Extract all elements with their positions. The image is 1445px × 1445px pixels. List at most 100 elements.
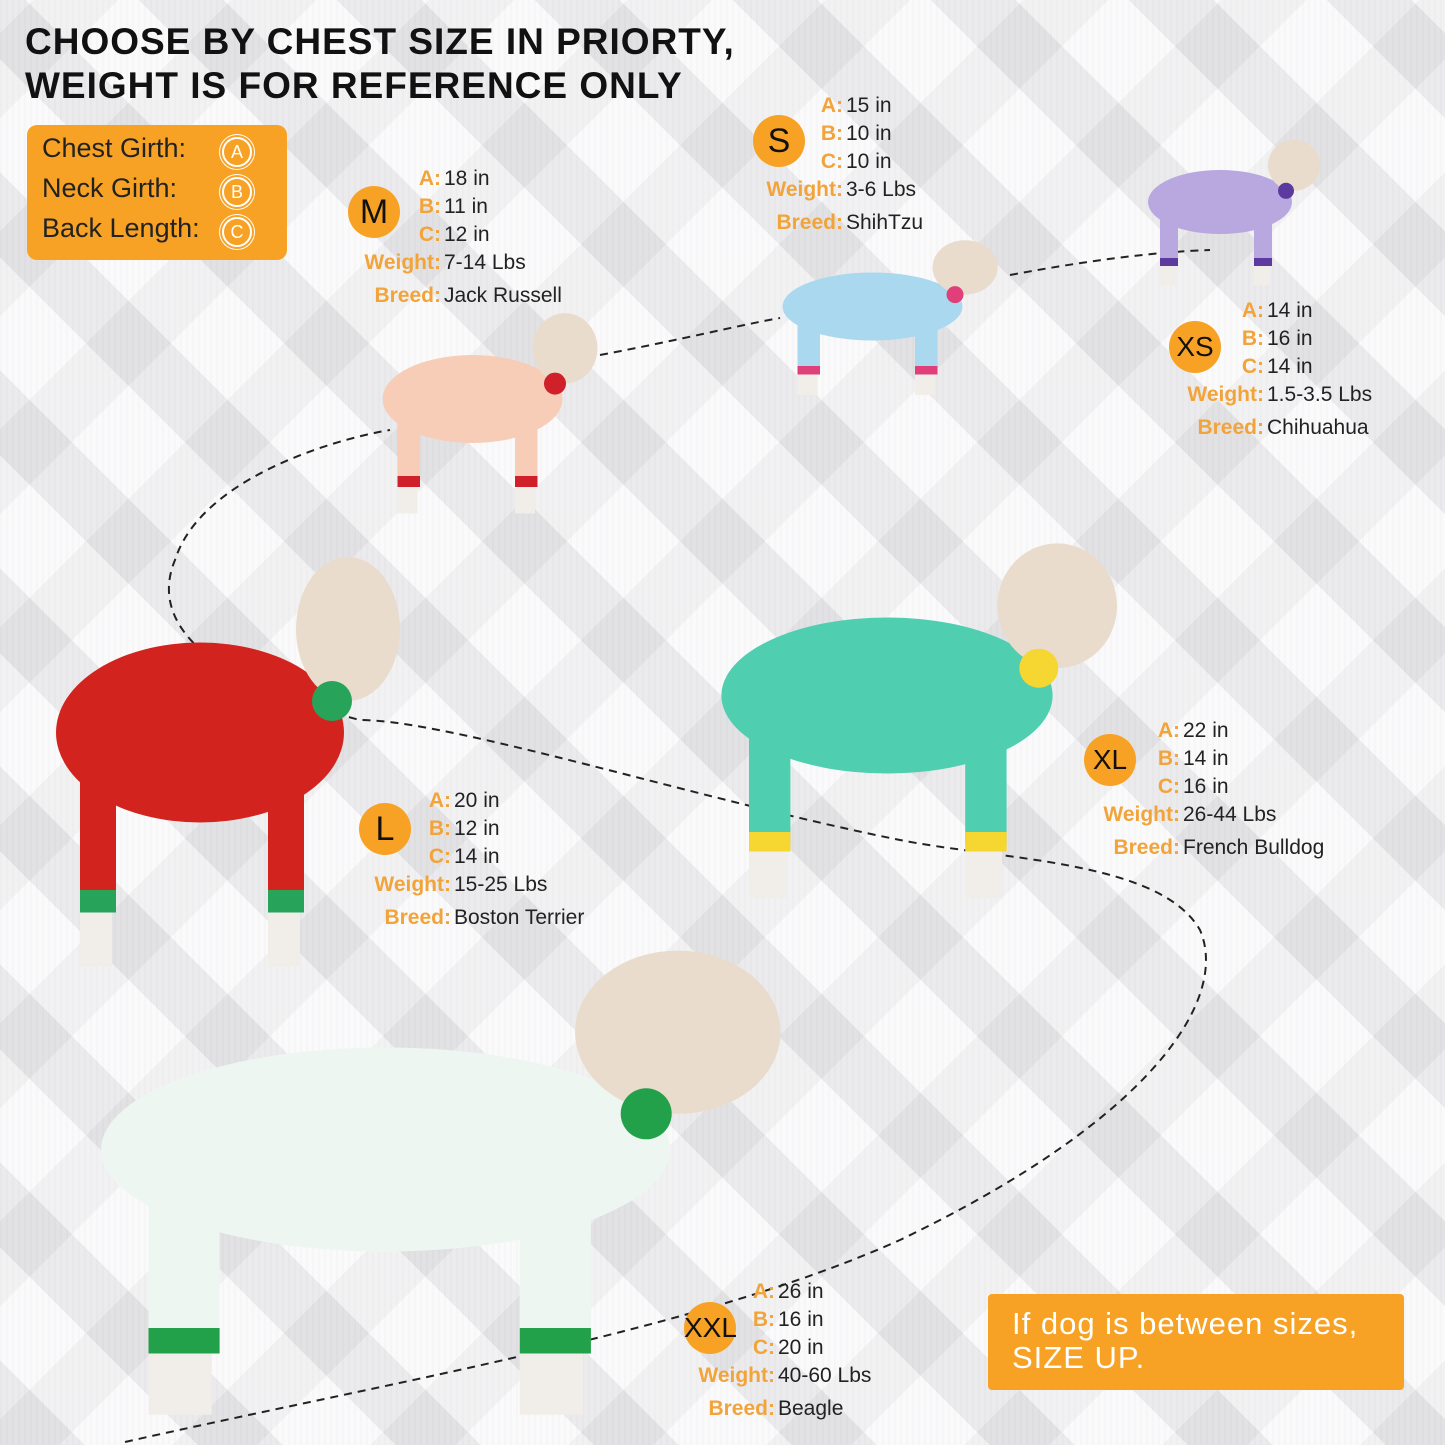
size-badge-l: L [359, 803, 411, 855]
spec-row-b: B: 14 in [1082, 747, 1229, 771]
spec-value: 14 in [1183, 747, 1229, 770]
spec-value: 10 in [846, 122, 892, 145]
spec-value: 14 in [1267, 355, 1313, 378]
spec-label: C: [820, 150, 843, 173]
size-badge-xxl: XXL [684, 1302, 737, 1354]
dog-pajama-icon [56, 557, 400, 967]
spec-value: 1.5-3.5 Lbs [1267, 383, 1373, 406]
spec-row-weight: Weight: 3-6 Lbs [745, 178, 916, 202]
spec-label: A: [418, 167, 441, 190]
size-badge-xs: XS [1169, 321, 1221, 373]
spec-label: A: [752, 1280, 775, 1303]
spec-value: 16 in [1267, 327, 1313, 350]
spec-label: B: [418, 195, 441, 218]
spec-row-b: B: 16 in [677, 1308, 824, 1332]
spec-label: B: [752, 1308, 775, 1331]
legend-chest: Chest Girth: [42, 133, 186, 164]
spec-label: Breed: [374, 284, 441, 307]
dog-photo-xs [1130, 130, 1330, 290]
spec-row-b: B: 16 in [1166, 327, 1313, 351]
spec-row-weight: Weight: 26-44 Lbs [1082, 803, 1276, 827]
spec-row-c: C: 14 in [353, 845, 500, 869]
size-up-note: If dog is between sizes, SIZE UP. [988, 1294, 1404, 1390]
page-title: CHOOSE BY CHEST SIZE IN PRIORTY, WEIGHT … [25, 20, 735, 108]
spec-row-a: A: 15 in [745, 94, 892, 118]
spec-label: Weight: [364, 251, 441, 274]
spec-value: Jack Russell [444, 284, 562, 307]
spec-value: 20 in [778, 1336, 824, 1359]
spec-row-breed: Breed: Beagle [677, 1397, 843, 1421]
spec-row-breed: Breed: ShihTzu [745, 211, 923, 235]
spec-label: Breed: [776, 211, 843, 234]
spec-label: Weight: [374, 873, 451, 896]
spec-value: 16 in [1183, 775, 1229, 798]
title-line-1: CHOOSE BY CHEST SIZE IN PRIORTY, [25, 21, 735, 62]
spec-row-a: A: 20 in [353, 789, 500, 813]
spec-row-breed: Breed: Boston Terrier [353, 906, 584, 930]
spec-value: French Bulldog [1183, 836, 1325, 859]
spec-row-a: A: 26 in [677, 1280, 824, 1304]
spec-label: B: [820, 122, 843, 145]
spec-label: Breed: [1113, 836, 1180, 859]
spec-row-a: A: 22 in [1082, 719, 1229, 743]
spec-label: A: [820, 94, 843, 117]
dog-photo-m [360, 300, 610, 520]
spec-label: C: [1241, 355, 1264, 378]
spec-label: Weight: [1187, 383, 1264, 406]
spec-value: 12 in [444, 223, 490, 246]
spec-row-breed: Breed: Chihuahua [1166, 416, 1368, 440]
spec-row-c: C: 12 in [343, 223, 490, 247]
spec-value: 40-60 Lbs [778, 1364, 872, 1387]
spec-value: 3-6 Lbs [846, 178, 917, 201]
dog-photo-s [760, 230, 1010, 400]
spec-row-c: C: 14 in [1166, 355, 1313, 379]
dog-pajama-icon [1148, 139, 1320, 286]
spec-row-breed: Breed: French Bulldog [1082, 836, 1324, 860]
spec-row-breed: Breed: Jack Russell [343, 284, 562, 308]
spec-row-b: B: 12 in [353, 817, 500, 841]
spec-value: 18 in [444, 167, 490, 190]
spec-row-b: B: 10 in [745, 122, 892, 146]
spec-row-c: C: 10 in [745, 150, 892, 174]
spec-row-weight: Weight: 15-25 Lbs [353, 873, 547, 897]
dog-pajama-icon [382, 313, 598, 514]
spec-row-weight: Weight: 40-60 Lbs [677, 1364, 871, 1388]
spec-value: Beagle [778, 1397, 844, 1420]
spec-value: 15-25 Lbs [454, 873, 548, 896]
spec-label: C: [428, 845, 451, 868]
dog-photo-xl [680, 520, 1140, 910]
spec-label: Breed: [384, 906, 451, 929]
spec-value: 15 in [846, 94, 892, 117]
spec-row-b: B: 11 in [343, 195, 488, 219]
legend-key-b: B [222, 177, 252, 207]
spec-value: 20 in [454, 789, 500, 812]
spec-value: 10 in [846, 150, 892, 173]
spec-label: Weight: [1103, 803, 1180, 826]
spec-value: ShihTzu [846, 211, 924, 234]
legend-key-c: C [222, 217, 252, 247]
spec-label: B: [428, 817, 451, 840]
note-line-1: If dog is between sizes, [1012, 1306, 1359, 1341]
legend-label: Neck Girth: [42, 173, 178, 203]
spec-row-weight: Weight: 1.5-3.5 Lbs [1166, 383, 1372, 407]
title-line-2: WEIGHT IS FOR REFERENCE ONLY [25, 65, 683, 106]
note-line-2: SIZE UP. [1012, 1340, 1146, 1375]
spec-row-a: A: 18 in [343, 167, 490, 191]
spec-row-c: C: 20 in [677, 1336, 824, 1360]
legend-back: Back Length: [42, 213, 200, 244]
spec-value: 7-14 Lbs [444, 251, 526, 274]
spec-value: 12 in [454, 817, 500, 840]
spec-label: B: [1157, 747, 1180, 770]
legend-label: Back Length: [42, 213, 200, 243]
spec-value: 11 in [444, 195, 488, 218]
spec-row-a: A: 14 in [1166, 299, 1313, 323]
spec-label: Breed: [708, 1397, 775, 1420]
size-badge-xl: XL [1084, 734, 1136, 786]
spec-label: Weight: [766, 178, 843, 201]
measurement-legend: Chest Girth: A Neck Girth: B Back Length… [27, 125, 287, 260]
spec-row-c: C: 16 in [1082, 775, 1229, 799]
spec-row-weight: Weight: 7-14 Lbs [343, 251, 526, 275]
spec-label: C: [1157, 775, 1180, 798]
legend-label: Chest Girth: [42, 133, 187, 163]
spec-label: C: [752, 1336, 775, 1359]
